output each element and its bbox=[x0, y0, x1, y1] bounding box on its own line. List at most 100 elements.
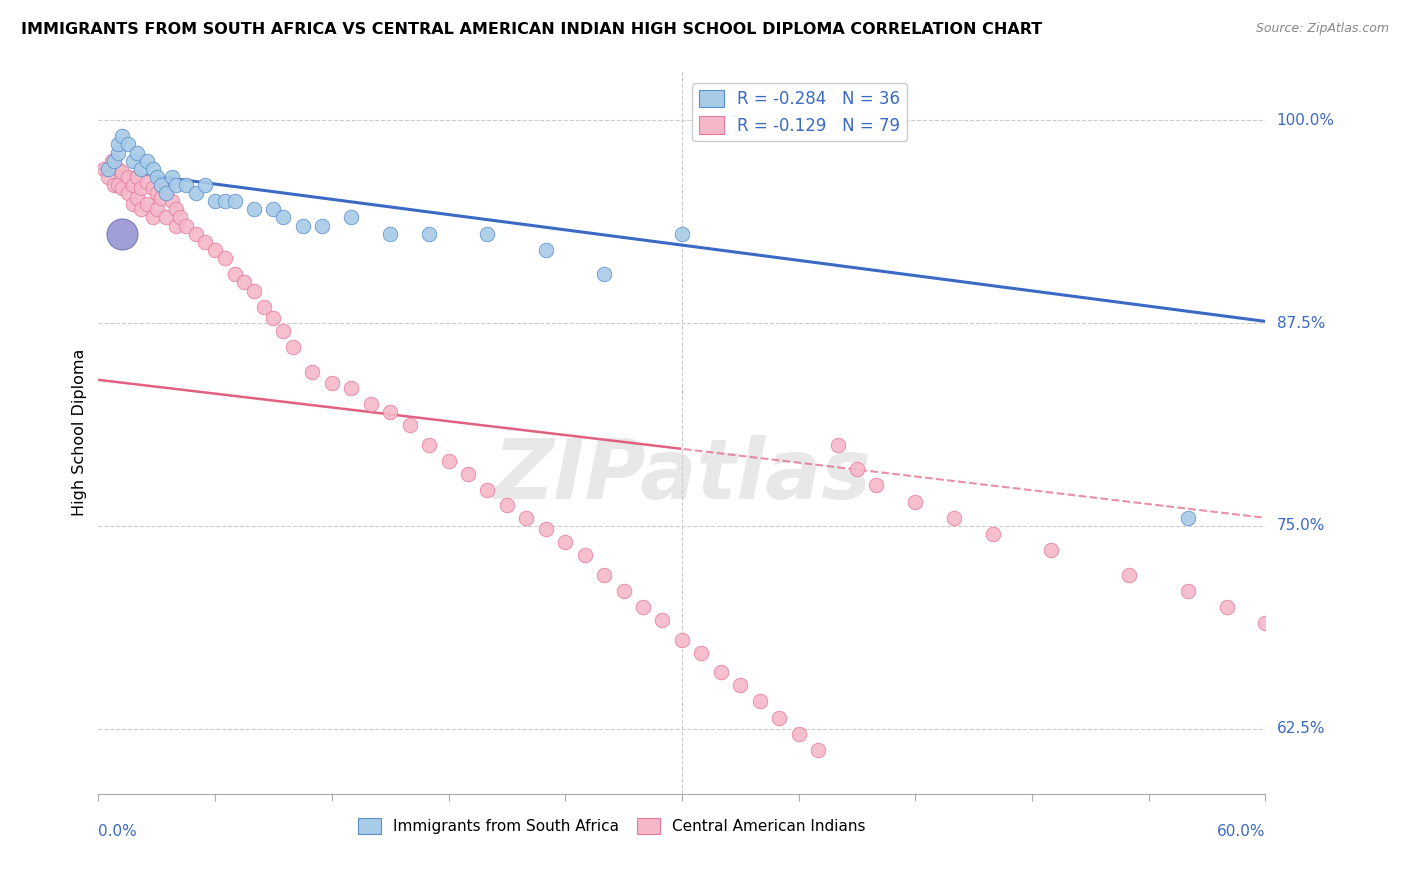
Text: 87.5%: 87.5% bbox=[1277, 316, 1324, 331]
Point bbox=[398, 418, 420, 433]
Point bbox=[574, 548, 596, 562]
Point bbox=[340, 211, 363, 225]
Point bbox=[243, 202, 266, 217]
Point bbox=[291, 219, 314, 233]
Point bbox=[710, 665, 733, 679]
Point bbox=[111, 129, 134, 144]
Point bbox=[281, 340, 304, 354]
Point bbox=[122, 197, 145, 211]
Point bbox=[515, 511, 537, 525]
Point bbox=[149, 191, 172, 205]
Point bbox=[146, 202, 169, 217]
Point bbox=[311, 219, 333, 233]
Point bbox=[418, 438, 440, 452]
Text: 0.0%: 0.0% bbox=[98, 824, 138, 839]
Point bbox=[107, 145, 129, 160]
Point bbox=[214, 251, 236, 265]
Text: Source: ZipAtlas.com: Source: ZipAtlas.com bbox=[1256, 22, 1389, 36]
Point bbox=[184, 186, 207, 201]
Point bbox=[224, 194, 246, 209]
Point bbox=[477, 483, 499, 498]
Point bbox=[117, 186, 139, 201]
Point bbox=[184, 227, 207, 241]
Point bbox=[671, 227, 693, 241]
Point bbox=[360, 397, 382, 411]
Point bbox=[271, 324, 294, 338]
Point bbox=[981, 527, 1004, 541]
Point bbox=[243, 284, 266, 298]
Point bbox=[214, 194, 236, 209]
Point bbox=[107, 161, 129, 176]
Point bbox=[101, 153, 124, 168]
Point bbox=[194, 235, 217, 249]
Text: 75.0%: 75.0% bbox=[1277, 518, 1324, 533]
Point bbox=[262, 311, 284, 326]
Point bbox=[127, 191, 149, 205]
Point bbox=[233, 276, 256, 290]
Point bbox=[169, 211, 191, 225]
Point bbox=[321, 376, 343, 390]
Point bbox=[271, 211, 294, 225]
Point bbox=[748, 694, 770, 708]
Y-axis label: High School Diploma: High School Diploma bbox=[72, 349, 87, 516]
Point bbox=[301, 365, 323, 379]
Point bbox=[142, 161, 165, 176]
Point bbox=[129, 161, 152, 176]
Point bbox=[155, 211, 177, 225]
Point bbox=[129, 181, 152, 195]
Point bbox=[111, 181, 134, 195]
Point bbox=[174, 219, 197, 233]
Point bbox=[534, 522, 557, 536]
Point bbox=[162, 194, 184, 209]
Point bbox=[97, 169, 120, 184]
Point bbox=[253, 300, 276, 314]
Point bbox=[204, 194, 226, 209]
Point bbox=[103, 153, 125, 168]
Point bbox=[122, 153, 145, 168]
Point bbox=[127, 169, 149, 184]
Point bbox=[107, 137, 129, 152]
Point bbox=[865, 478, 887, 492]
Point bbox=[631, 600, 654, 615]
Point bbox=[613, 583, 636, 598]
Point bbox=[129, 202, 152, 217]
Point bbox=[162, 169, 184, 184]
Point bbox=[554, 535, 576, 549]
Point bbox=[534, 243, 557, 257]
Text: IMMIGRANTS FROM SOUTH AFRICA VS CENTRAL AMERICAN INDIAN HIGH SCHOOL DIPLOMA CORR: IMMIGRANTS FROM SOUTH AFRICA VS CENTRAL … bbox=[21, 22, 1042, 37]
Point bbox=[136, 175, 159, 189]
Point bbox=[496, 498, 519, 512]
Point bbox=[111, 165, 134, 179]
Point bbox=[142, 211, 165, 225]
Point bbox=[127, 145, 149, 160]
Point bbox=[380, 405, 402, 419]
Point bbox=[1118, 567, 1140, 582]
Point bbox=[149, 178, 172, 192]
Point bbox=[103, 178, 125, 192]
Point bbox=[136, 153, 159, 168]
Point bbox=[1215, 600, 1237, 615]
Point bbox=[340, 381, 363, 395]
Point bbox=[671, 632, 693, 647]
Point bbox=[477, 227, 499, 241]
Point bbox=[107, 178, 129, 192]
Point bbox=[437, 454, 460, 468]
Point bbox=[943, 511, 966, 525]
Point bbox=[117, 169, 139, 184]
Point bbox=[380, 227, 402, 241]
Point bbox=[1040, 543, 1063, 558]
Point bbox=[846, 462, 869, 476]
Legend: Immigrants from South Africa, Central American Indians: Immigrants from South Africa, Central Am… bbox=[352, 813, 872, 840]
Point bbox=[117, 137, 139, 152]
Point bbox=[418, 227, 440, 241]
Point bbox=[768, 710, 790, 724]
Point bbox=[827, 438, 849, 452]
Point bbox=[122, 178, 145, 192]
Point bbox=[155, 186, 177, 201]
Point bbox=[204, 243, 226, 257]
Point bbox=[194, 178, 217, 192]
Point bbox=[1177, 511, 1199, 525]
Point bbox=[142, 181, 165, 195]
Point bbox=[146, 169, 169, 184]
Text: 100.0%: 100.0% bbox=[1277, 112, 1334, 128]
